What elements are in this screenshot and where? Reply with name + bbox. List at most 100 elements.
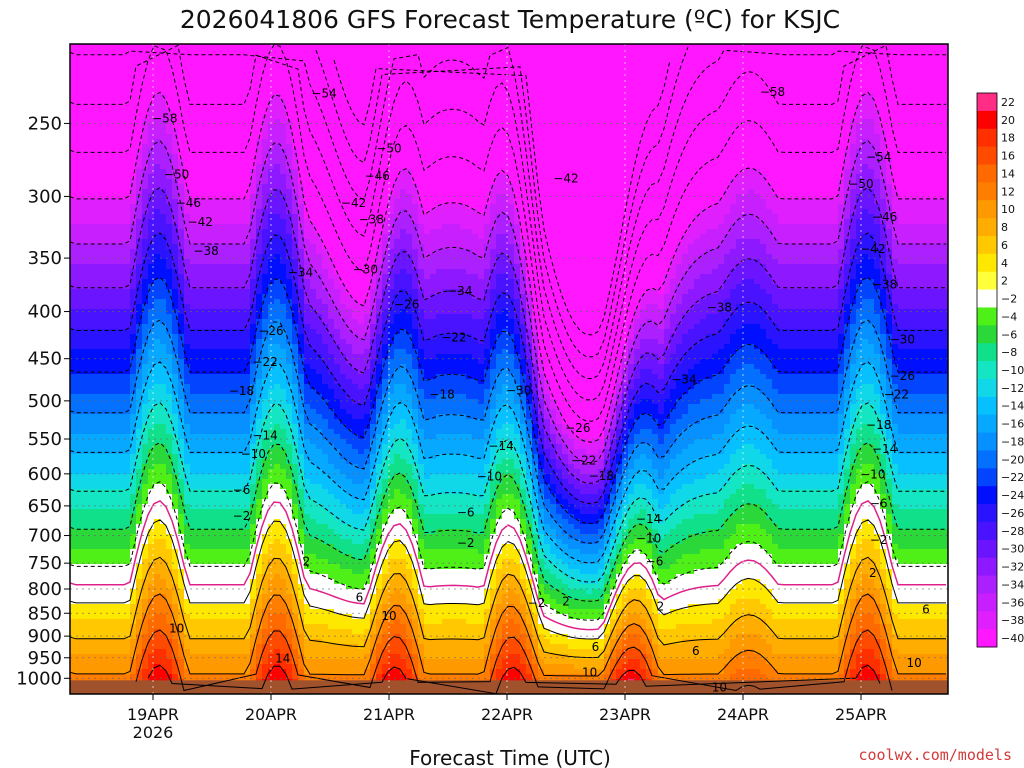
field-cell — [298, 289, 305, 295]
field-cell — [214, 129, 221, 135]
field-cell — [220, 359, 227, 365]
field-cell — [274, 179, 281, 185]
field-cell — [100, 54, 107, 60]
field-cell — [88, 309, 95, 315]
field-cell — [100, 219, 107, 225]
field-cell — [136, 594, 143, 600]
field-cell — [88, 209, 95, 215]
field-cell — [160, 204, 167, 210]
field-cell — [160, 459, 167, 465]
field-cell — [76, 639, 83, 645]
field-cell — [106, 364, 113, 370]
field-cell — [70, 339, 77, 345]
field-cell — [148, 514, 155, 520]
field-cell — [286, 44, 293, 50]
field-cell — [82, 329, 89, 335]
field-cell — [226, 619, 233, 625]
field-cell — [244, 604, 251, 610]
field-cell — [238, 294, 245, 300]
field-cell — [196, 189, 203, 195]
field-cell — [196, 604, 203, 610]
field-cell — [238, 414, 245, 420]
field-cell — [172, 134, 179, 140]
field-cell — [220, 179, 227, 185]
field-cell — [220, 234, 227, 240]
field-cell — [100, 229, 107, 235]
field-cell — [100, 199, 107, 205]
field-cell — [256, 89, 263, 95]
field-cell — [196, 249, 203, 255]
field-cell — [82, 614, 89, 620]
field-cell — [76, 314, 83, 320]
field-cell — [232, 659, 239, 665]
field-cell — [172, 379, 179, 385]
field-cell — [232, 399, 239, 405]
field-cell — [124, 464, 131, 470]
field-cell — [208, 349, 215, 355]
field-cell — [244, 169, 251, 175]
field-cell — [184, 44, 191, 50]
field-cell — [196, 339, 203, 345]
field-cell — [250, 159, 257, 165]
field-cell — [76, 274, 83, 280]
field-cell — [148, 144, 155, 150]
field-cell — [148, 639, 155, 645]
field-cell — [136, 399, 143, 405]
field-cell — [106, 634, 113, 640]
field-cell — [274, 254, 281, 260]
field-cell — [94, 254, 101, 260]
field-cell — [286, 549, 293, 555]
field-cell — [112, 209, 119, 215]
field-cell — [274, 69, 281, 75]
field-cell — [88, 649, 95, 655]
field-cell — [70, 329, 77, 335]
field-cell — [118, 544, 125, 550]
field-cell — [136, 374, 143, 380]
field-cell — [106, 344, 113, 350]
field-cell — [124, 484, 131, 490]
field-cell — [280, 264, 287, 270]
field-cell — [202, 364, 209, 370]
field-cell — [160, 479, 167, 485]
field-cell — [70, 559, 77, 565]
field-cell — [130, 259, 137, 265]
field-cell — [298, 199, 305, 205]
field-cell — [196, 44, 203, 50]
field-cell — [184, 469, 191, 475]
field-cell — [190, 394, 197, 400]
field-cell — [220, 254, 227, 260]
field-cell — [148, 549, 155, 555]
field-cell — [70, 669, 77, 675]
field-cell — [262, 414, 269, 420]
field-cell — [160, 79, 167, 85]
field-cell — [220, 419, 227, 425]
field-cell — [112, 339, 119, 345]
field-cell — [148, 429, 155, 435]
field-cell — [100, 654, 107, 660]
field-cell — [100, 159, 107, 165]
field-cell — [292, 449, 299, 455]
field-cell — [202, 394, 209, 400]
field-cell — [82, 99, 89, 105]
field-cell — [70, 524, 77, 530]
field-cell — [196, 239, 203, 245]
field-cell — [142, 114, 149, 120]
field-cell — [250, 214, 257, 220]
field-cell — [256, 59, 263, 65]
field-cell — [136, 209, 143, 215]
field-cell — [76, 504, 83, 510]
field-cell — [214, 49, 221, 55]
field-cell — [130, 74, 137, 80]
field-cell — [112, 589, 119, 595]
field-cell — [262, 99, 269, 105]
field-cell — [220, 269, 227, 275]
field-cell — [130, 609, 137, 615]
field-cell — [100, 79, 107, 85]
field-cell — [100, 559, 107, 565]
field-cell — [196, 579, 203, 585]
field-cell — [208, 649, 215, 655]
field-cell — [82, 464, 89, 470]
chart-title: 2026041806 GFS Forecast Temperature (ºC)… — [180, 5, 840, 34]
field-cell — [238, 269, 245, 275]
field-cell — [124, 424, 131, 430]
